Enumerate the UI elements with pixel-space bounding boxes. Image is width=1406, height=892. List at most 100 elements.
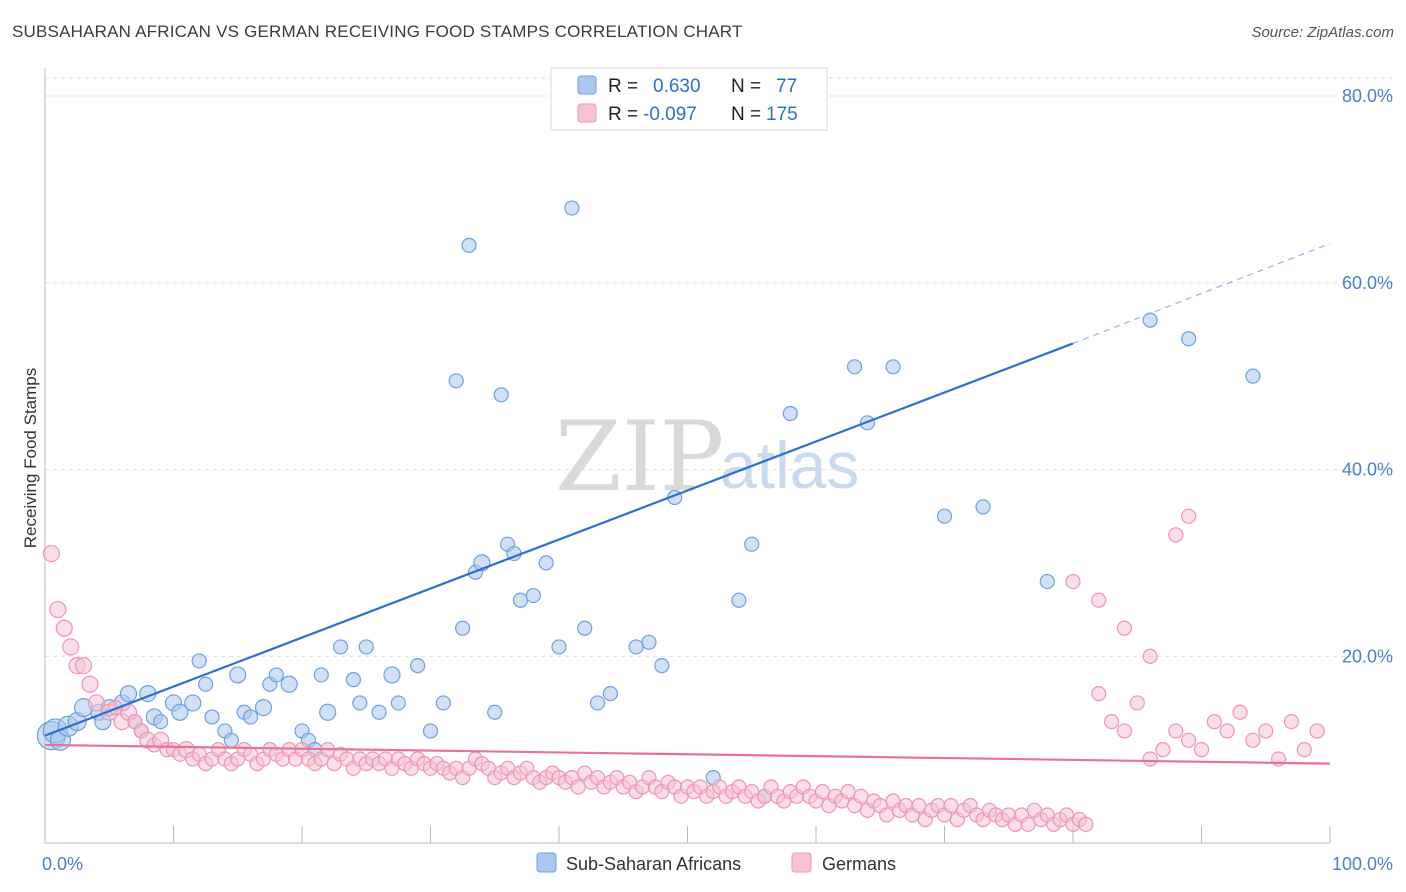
point-blue-24 bbox=[229, 666, 247, 684]
point-blue-19 bbox=[191, 653, 207, 669]
point-blue-21 bbox=[204, 709, 220, 725]
point-pink-3 bbox=[62, 638, 80, 656]
point-blue-23 bbox=[223, 732, 239, 748]
point-blue-56 bbox=[525, 587, 541, 604]
point-blue-80 bbox=[1245, 368, 1261, 384]
point-blue-27 bbox=[254, 699, 273, 717]
point-blue-30 bbox=[280, 675, 298, 693]
point-pink-134 bbox=[911, 798, 927, 814]
point-blue-37 bbox=[345, 671, 361, 688]
trend-line-extension bbox=[1072, 242, 1331, 345]
chart-title: SUBSAHARAN AFRICAN VS GERMAN RECEIVING F… bbox=[12, 22, 743, 41]
point-blue-59 bbox=[564, 200, 580, 216]
point-blue-15 bbox=[153, 714, 169, 730]
point-blue-65 bbox=[654, 657, 670, 674]
point-pink-166 bbox=[1155, 742, 1171, 758]
points-layer bbox=[36, 200, 1325, 832]
point-blue-71 bbox=[782, 405, 798, 422]
bottom-legend-swatch-blue bbox=[536, 852, 557, 873]
bottom-legend-swatch-pink bbox=[791, 852, 812, 873]
point-pink-178 bbox=[1309, 723, 1325, 739]
y-tick-label-60: 60.0% bbox=[1342, 273, 1393, 293]
point-pink-0 bbox=[42, 544, 61, 563]
point-pink-1 bbox=[49, 600, 67, 619]
point-pink-168 bbox=[1181, 732, 1197, 748]
point-blue-18 bbox=[184, 694, 202, 712]
trend-line-sub-saharan-africans bbox=[44, 342, 1074, 737]
point-blue-42 bbox=[390, 695, 406, 711]
legend-n-value-1: 77 bbox=[776, 76, 797, 97]
point-blue-58 bbox=[551, 639, 567, 655]
point-blue-77 bbox=[1039, 573, 1055, 590]
point-pink-123 bbox=[840, 784, 856, 800]
bottom-legend-label-1: Sub-Saharan Africans bbox=[566, 854, 741, 874]
legend-r-value-1: 0.630 bbox=[653, 76, 701, 97]
axis-layer: 20.0% 40.0% 60.0% 80.0% 0.0% 100.0% bbox=[42, 68, 1393, 874]
x-tick-label-end: 100.0% bbox=[1332, 854, 1393, 874]
grid-layer bbox=[45, 77, 1393, 657]
point-blue-34 bbox=[313, 667, 329, 683]
point-blue-69 bbox=[744, 536, 760, 552]
legend-n-label-1: N = bbox=[731, 76, 761, 97]
x-tick-label-start: 0.0% bbox=[42, 854, 83, 874]
legend-n-label-2: N = bbox=[731, 104, 761, 125]
watermark-atlas: atlas bbox=[720, 428, 859, 502]
point-pink-173 bbox=[1245, 732, 1261, 748]
legend-n-value-2: 175 bbox=[766, 104, 798, 125]
point-blue-10 bbox=[119, 684, 138, 703]
point-pink-165 bbox=[1142, 751, 1158, 767]
point-blue-75 bbox=[936, 508, 953, 524]
point-pink-182 bbox=[1142, 648, 1158, 664]
point-pink-179 bbox=[1065, 573, 1081, 590]
bottom-legend: Sub-Saharan Africans Germans bbox=[536, 852, 896, 874]
point-blue-46 bbox=[448, 373, 464, 389]
point-blue-57 bbox=[538, 555, 554, 571]
point-pink-119 bbox=[814, 784, 831, 800]
point-blue-35 bbox=[319, 703, 337, 721]
point-pink-169 bbox=[1193, 742, 1210, 758]
trend-line-germans bbox=[44, 743, 1331, 765]
trend-layer bbox=[44, 242, 1331, 765]
point-blue-68 bbox=[731, 592, 747, 608]
point-pink-129 bbox=[879, 807, 895, 823]
point-pink-174 bbox=[1258, 723, 1274, 739]
point-pink-125 bbox=[853, 788, 869, 804]
point-blue-47 bbox=[455, 620, 471, 636]
y-tick-label-80: 80.0% bbox=[1342, 86, 1393, 106]
point-blue-45 bbox=[435, 695, 451, 711]
point-pink-151 bbox=[1020, 816, 1036, 832]
point-blue-64 bbox=[641, 634, 657, 650]
point-pink-2 bbox=[55, 619, 73, 637]
point-pink-5 bbox=[74, 656, 93, 675]
point-blue-79 bbox=[1181, 331, 1197, 347]
point-pink-7 bbox=[87, 694, 106, 712]
point-blue-62 bbox=[602, 685, 619, 702]
point-blue-44 bbox=[422, 723, 439, 739]
point-pink-180 bbox=[1091, 592, 1107, 608]
watermark-zip: ZIP bbox=[555, 401, 724, 513]
point-blue-20 bbox=[198, 676, 214, 692]
point-pink-164 bbox=[1129, 695, 1145, 711]
point-blue-38 bbox=[352, 695, 368, 711]
watermark: ZIP atlas bbox=[555, 401, 859, 513]
point-blue-74 bbox=[885, 359, 901, 375]
bottom-legend-label-2: Germans bbox=[822, 854, 896, 874]
y-tick-label-20: 20.0% bbox=[1342, 646, 1393, 666]
point-pink-160 bbox=[1078, 816, 1094, 832]
point-pink-161 bbox=[1091, 685, 1107, 702]
point-pink-163 bbox=[1116, 723, 1133, 739]
point-blue-76 bbox=[975, 499, 991, 515]
point-pink-171 bbox=[1219, 723, 1235, 739]
point-blue-48 bbox=[461, 237, 477, 253]
point-pink-6 bbox=[81, 675, 99, 693]
point-blue-17 bbox=[171, 703, 189, 721]
legend-swatch-blue bbox=[577, 75, 597, 95]
point-blue-36 bbox=[332, 639, 349, 655]
legend-r-value-2: -0.097 bbox=[643, 104, 697, 125]
point-pink-183 bbox=[1168, 527, 1184, 543]
legend-r-label-2: R = bbox=[608, 104, 638, 125]
legend-box bbox=[550, 67, 828, 131]
point-pink-172 bbox=[1232, 704, 1248, 720]
point-blue-52 bbox=[493, 387, 509, 403]
point-blue-29 bbox=[268, 667, 284, 683]
